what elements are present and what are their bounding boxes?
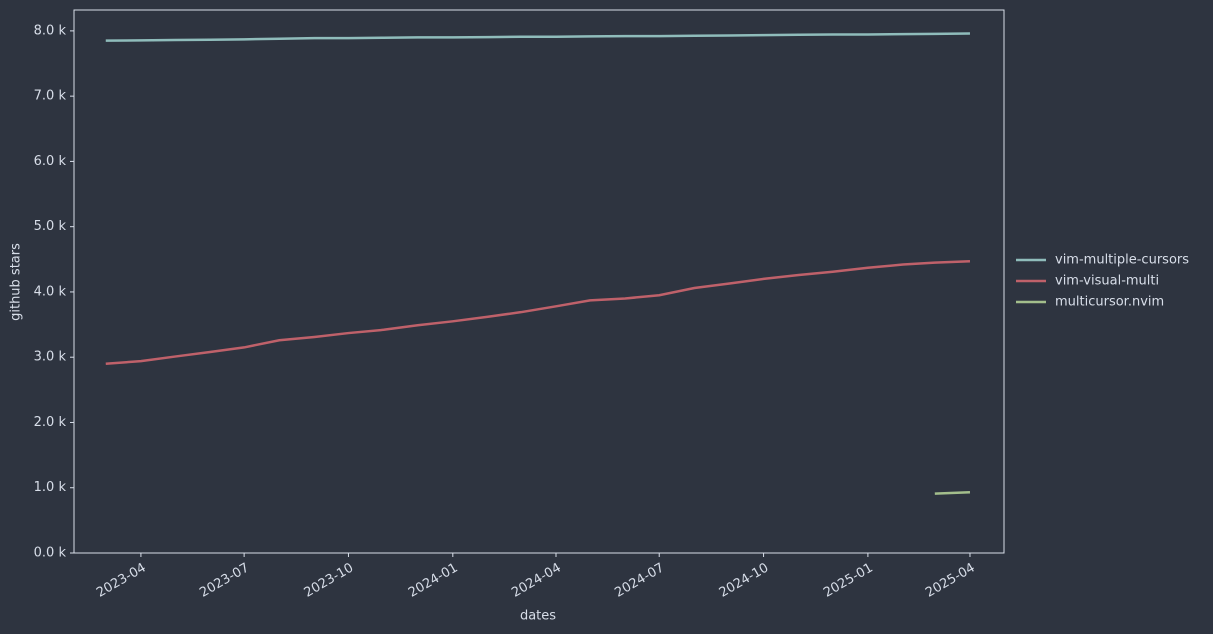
x-axis-label: dates <box>520 609 556 624</box>
y-tick-label: 5.0 k <box>34 219 67 234</box>
data-line <box>105 32 970 42</box>
y-tick-label: 0.0 k <box>34 546 67 561</box>
legend-label: vim-visual-multi <box>1055 274 1159 289</box>
data-line <box>934 491 971 495</box>
y-tick-label: 4.0 k <box>34 284 67 299</box>
y-tick-label: 2.0 k <box>34 415 67 430</box>
plot-frame <box>73 9 1005 554</box>
y-tick-label: 6.0 k <box>34 154 67 169</box>
legend-label: vim-multiple-cursors <box>1055 253 1189 268</box>
data-line <box>105 260 971 365</box>
legend-label: multicursor.nvim <box>1055 295 1164 310</box>
y-tick-label: 1.0 k <box>34 480 67 495</box>
y-tick-label: 7.0 k <box>34 89 67 104</box>
y-axis-label: github stars <box>9 243 24 321</box>
y-tick-label: 3.0 k <box>34 350 67 365</box>
y-tick-label: 8.0 k <box>34 23 67 38</box>
